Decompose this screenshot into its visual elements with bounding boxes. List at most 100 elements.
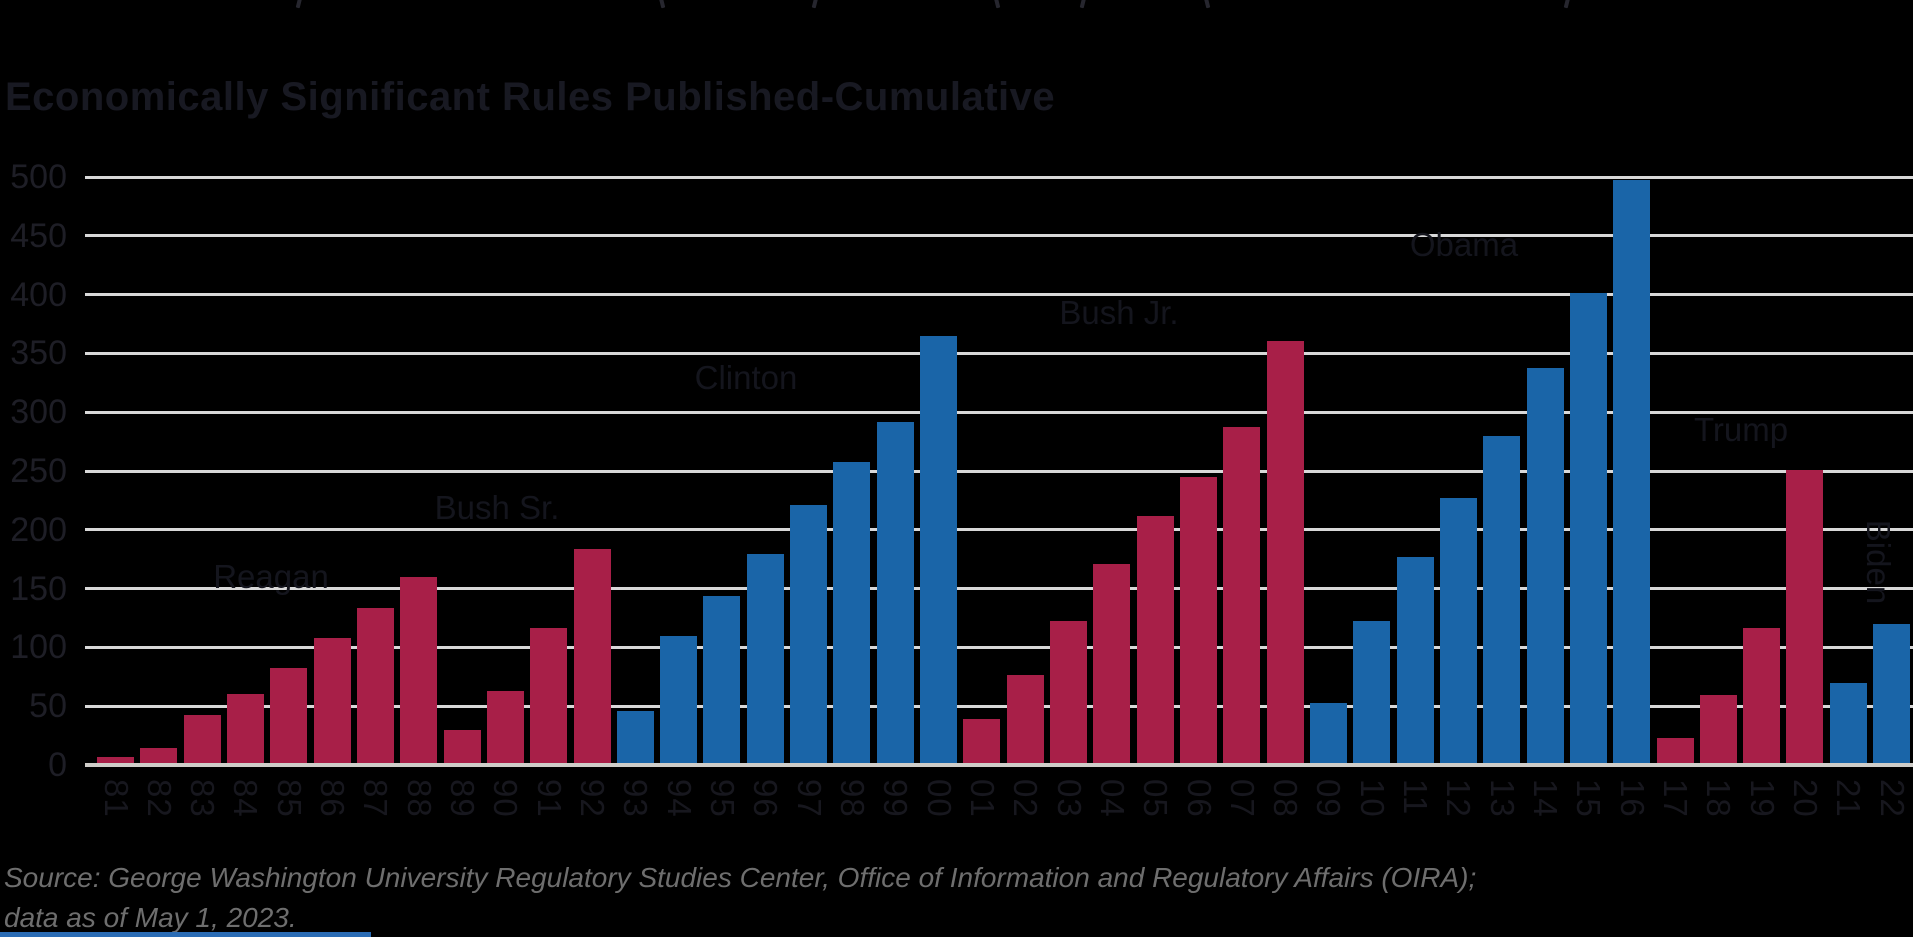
bar-03 [1050,621,1087,763]
x-tick-label-84: 84 [227,779,264,818]
x-tick-label-13: 13 [1484,779,1521,818]
y-tick-label-350: 350 [10,334,67,373]
x-tick-label-06: 06 [1181,779,1218,818]
y-tick-label-500: 500 [10,158,67,196]
y-tick-label-200: 200 [10,510,67,549]
x-tick-label-05: 05 [1137,779,1174,818]
x-tick-label-10: 10 [1354,779,1391,818]
y-tick-label-100: 100 [10,628,67,667]
x-tick-label-81: 81 [98,779,135,818]
bar-97 [790,505,827,763]
bar-05 [1137,516,1174,763]
x-tick-label-16: 16 [1614,779,1651,818]
x-tick-label-96: 96 [747,779,784,818]
gridline-100 [85,645,1913,649]
x-tick-label-02: 02 [1007,779,1044,818]
president-label-bush-jr-: Bush Jr. [1059,294,1179,331]
bar-10 [1353,621,1390,763]
x-tick-label-91: 91 [531,779,568,818]
x-tick-label-88: 88 [401,779,438,818]
gridline-500 [85,175,1913,179]
x-tick-label-03: 03 [1051,779,1088,818]
x-tick-label-19: 19 [1744,779,1781,818]
bar-96 [747,554,784,763]
president-label-bush-sr-: Bush Sr. [434,489,560,526]
x-tick-label-99: 99 [877,779,914,818]
gridline-0 [85,763,1913,767]
x-tick-label-20: 20 [1787,779,1824,818]
x-tick-label-97: 97 [791,779,828,818]
x-tick-label-17: 17 [1657,779,1694,818]
y-tick-label-0: 0 [48,746,67,784]
president-label-biden: Biden [1860,519,1897,605]
bar-15 [1570,293,1607,763]
x-tick-label-21: 21 [1830,779,1867,818]
x-tick-label-86: 86 [314,779,351,818]
y-tick-label-250: 250 [10,452,67,490]
x-tick-label-08: 08 [1267,779,1304,818]
x-tick-label-18: 18 [1700,779,1737,818]
bar-87 [357,608,394,763]
x-tick-label-04: 04 [1094,779,1131,818]
bar-93 [617,711,654,763]
bar-85 [270,668,307,763]
x-tick-label-92: 92 [574,779,611,818]
bar-11 [1397,557,1434,763]
x-tick-label-09: 09 [1310,779,1347,818]
x-tick-label-14: 14 [1527,779,1564,818]
x-tick-label-90: 90 [487,779,524,818]
x-tick-label-12: 12 [1440,779,1477,818]
x-tick-label-82: 82 [141,779,178,818]
y-tick-label-450: 450 [10,216,67,255]
gridline-350 [85,351,1913,355]
bar-18 [1700,695,1737,763]
bar-08 [1267,341,1304,763]
bar-04 [1093,564,1130,763]
bar-91 [530,628,567,763]
x-tick-label-93: 93 [617,779,654,818]
bar-13 [1483,436,1520,763]
x-tick-label-95: 95 [704,779,741,818]
bar-06 [1180,477,1217,763]
y-tick-label-50: 50 [29,687,67,726]
bar-16 [1613,180,1650,763]
bar-17 [1657,738,1694,763]
cutoff-blue-strip [0,932,371,937]
bar-82 [140,748,177,763]
x-tick-label-07: 07 [1224,779,1261,818]
y-tick-label-150: 150 [10,569,67,608]
bar-14 [1527,368,1564,763]
bar-22 [1873,624,1910,763]
bar-99 [877,422,914,763]
bar-90 [487,691,524,763]
president-label-reagan: Reagan [213,558,329,595]
bar-19 [1743,628,1780,763]
bar-98 [833,462,870,763]
bar-01 [963,719,1000,763]
x-tick-label-87: 87 [357,779,394,818]
bar-88 [400,577,437,763]
president-label-trump: Trump [1693,411,1789,448]
x-tick-label-01: 01 [964,779,1001,818]
bar-84 [227,694,264,763]
gridline-250 [85,469,1913,473]
x-tick-label-00: 00 [921,779,958,818]
x-tick-label-98: 98 [834,779,871,818]
source-note-line1: Source: George Washington University Reg… [4,862,1477,893]
bar-12 [1440,498,1477,763]
bar-00 [920,336,957,763]
bar-92 [574,549,611,763]
bar-20 [1786,470,1823,763]
x-tick-label-89: 89 [444,779,481,818]
bar-89 [444,730,481,763]
x-tick-label-85: 85 [271,779,308,818]
gridline-200 [85,528,1913,532]
bar-02 [1007,675,1044,763]
bar-09 [1310,703,1347,763]
bar-07 [1223,427,1260,763]
president-label-clinton: Clinton [694,359,798,396]
x-tick-label-11: 11 [1397,779,1434,816]
x-tick-label-22: 22 [1874,779,1911,818]
chart-title: Economically Significant Rules Published… [5,74,1056,119]
